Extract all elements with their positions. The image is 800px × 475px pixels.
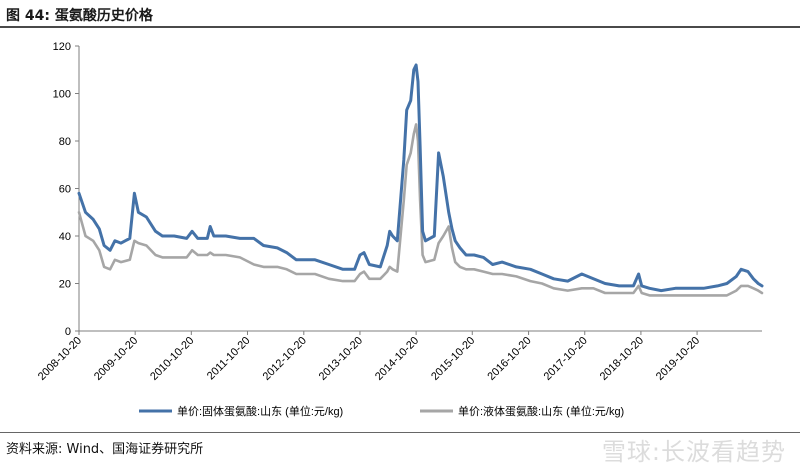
- y-tick-label: 80: [59, 136, 71, 148]
- watermark-text: 雪球:长波看趋势: [601, 438, 786, 466]
- x-tick-label: 2019-10-20: [654, 335, 702, 383]
- series-lines: [77, 63, 764, 297]
- legend-solid-label: 单价:固体蛋氨酸:山东 (单位:元/kg): [177, 404, 343, 418]
- y-tick-label: 20: [59, 279, 71, 291]
- x-tick-label: 2015-10-20: [429, 335, 477, 383]
- chart-legend: 单价:固体蛋氨酸:山东 (单位:元/kg) 单价:液体蛋氨酸:山东 (单位:元/k…: [139, 404, 624, 418]
- series-line-solid: [77, 63, 764, 293]
- x-tick-label: 2018-10-20: [598, 335, 646, 383]
- series-line-liquid: [77, 123, 764, 297]
- x-tick-label: 2011-10-20: [205, 335, 253, 383]
- x-tick-label: 2012-10-20: [261, 335, 309, 383]
- x-tick-label: 2017-10-20: [542, 335, 590, 383]
- title-rule: [0, 26, 800, 28]
- y-tick-label: 40: [59, 231, 71, 243]
- x-tick-label: 2010-10-20: [148, 335, 196, 383]
- y-tick-label: 120: [53, 41, 71, 53]
- x-tick-label: 2013-10-20: [317, 335, 365, 383]
- source-note: 资料来源: Wind、国海证券研究所: [6, 442, 204, 457]
- legend-liquid-label: 单价:液体蛋氨酸:山东 (单位:元/kg): [458, 404, 624, 418]
- x-tick-label: 2009-10-20: [92, 335, 140, 383]
- x-tick-label: 2016-10-20: [485, 335, 533, 383]
- price-line-chart: 0 20 40 60 80 100 120 2008-10-20 2009-10-20 2010…: [36, 41, 764, 418]
- footer-rule: [0, 432, 800, 433]
- y-tick-label: 100: [53, 89, 71, 101]
- x-tick-label: 2008-10-20: [36, 335, 84, 383]
- y-axis-ticks: 0 20 40 60 80 100 120: [53, 41, 79, 338]
- x-axis-ticks: 2008-10-20 2009-10-20 2010-10-20 2011-10-20…: [36, 331, 702, 383]
- y-tick-label: 60: [59, 184, 71, 196]
- figure-title: 图 44: 蛋氨酸历史价格: [6, 8, 153, 24]
- y-tick-label: 0: [65, 326, 71, 338]
- x-tick-label: 2014-10-20: [373, 335, 421, 383]
